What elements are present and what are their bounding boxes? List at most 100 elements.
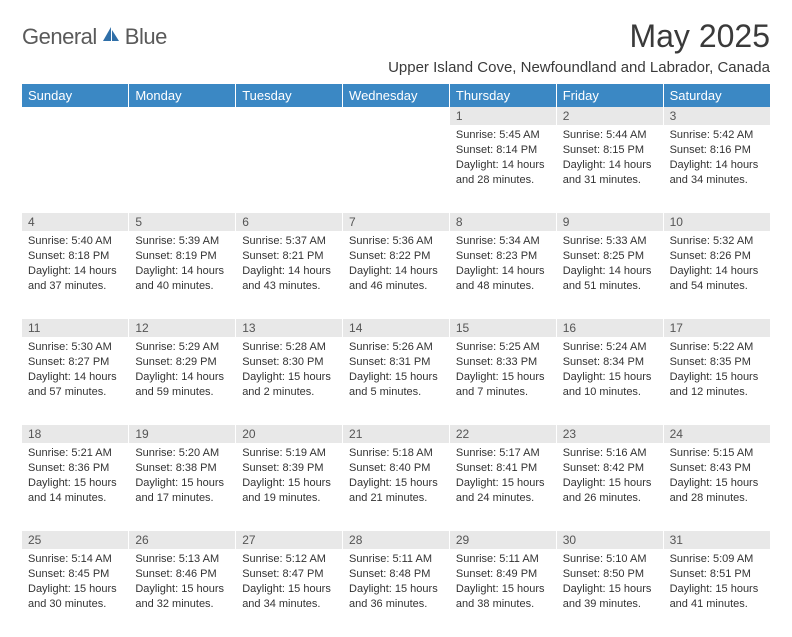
day-number-cell: 18 (22, 425, 129, 443)
title-block: May 2025 (629, 18, 770, 55)
daylight-line: Daylight: 15 hours and 30 minutes. (28, 582, 122, 612)
daylight-line: Daylight: 14 hours and 43 minutes. (242, 264, 336, 294)
sunset-line: Sunset: 8:31 PM (349, 355, 443, 370)
day-detail-cell: Sunrise: 5:32 AMSunset: 8:26 PMDaylight:… (663, 231, 770, 319)
daylight-line: Daylight: 15 hours and 36 minutes. (349, 582, 443, 612)
daylight-line: Daylight: 15 hours and 21 minutes. (349, 476, 443, 506)
day-number-cell: 31 (663, 531, 770, 549)
weekday-header: Thursday (449, 84, 556, 107)
location-subtitle: Upper Island Cove, Newfoundland and Labr… (22, 59, 770, 76)
day-detail-cell: Sunrise: 5:12 AMSunset: 8:47 PMDaylight:… (236, 549, 343, 637)
day-number-row: 45678910 (22, 213, 770, 231)
sunrise-line: Sunrise: 5:18 AM (349, 446, 443, 461)
sunset-line: Sunset: 8:33 PM (456, 355, 550, 370)
day-detail-cell: Sunrise: 5:37 AMSunset: 8:21 PMDaylight:… (236, 231, 343, 319)
sunrise-line: Sunrise: 5:40 AM (28, 234, 122, 249)
sunrise-line: Sunrise: 5:20 AM (135, 446, 229, 461)
day-detail-cell: Sunrise: 5:22 AMSunset: 8:35 PMDaylight:… (663, 337, 770, 425)
day-number-row: 11121314151617 (22, 319, 770, 337)
day-detail-cell: Sunrise: 5:11 AMSunset: 8:48 PMDaylight:… (343, 549, 450, 637)
sunrise-line: Sunrise: 5:26 AM (349, 340, 443, 355)
sunset-line: Sunset: 8:25 PM (563, 249, 657, 264)
sunrise-line: Sunrise: 5:29 AM (135, 340, 229, 355)
sunrise-line: Sunrise: 5:10 AM (563, 552, 657, 567)
day-detail-cell: Sunrise: 5:18 AMSunset: 8:40 PMDaylight:… (343, 443, 450, 531)
day-detail-cell: Sunrise: 5:13 AMSunset: 8:46 PMDaylight:… (129, 549, 236, 637)
weekday-header: Monday (129, 84, 236, 107)
daylight-line: Daylight: 14 hours and 40 minutes. (135, 264, 229, 294)
weekday-header: Tuesday (236, 84, 343, 107)
day-detail-cell: Sunrise: 5:25 AMSunset: 8:33 PMDaylight:… (449, 337, 556, 425)
day-detail-cell: Sunrise: 5:21 AMSunset: 8:36 PMDaylight:… (22, 443, 129, 531)
sunrise-line: Sunrise: 5:09 AM (670, 552, 764, 567)
daylight-line: Daylight: 14 hours and 31 minutes. (563, 158, 657, 188)
daylight-line: Daylight: 14 hours and 48 minutes. (456, 264, 550, 294)
day-number-cell: 29 (449, 531, 556, 549)
daylight-line: Daylight: 14 hours and 34 minutes. (670, 158, 764, 188)
day-detail-cell: Sunrise: 5:24 AMSunset: 8:34 PMDaylight:… (556, 337, 663, 425)
sunrise-line: Sunrise: 5:24 AM (563, 340, 657, 355)
sunset-line: Sunset: 8:23 PM (456, 249, 550, 264)
sunset-line: Sunset: 8:26 PM (670, 249, 764, 264)
day-number-cell: 28 (343, 531, 450, 549)
sunset-line: Sunset: 8:46 PM (135, 567, 229, 582)
daylight-line: Daylight: 15 hours and 2 minutes. (242, 370, 336, 400)
calendar-page: General Blue May 2025 Upper Island Cove,… (0, 0, 792, 637)
sunset-line: Sunset: 8:50 PM (563, 567, 657, 582)
sunset-line: Sunset: 8:34 PM (563, 355, 657, 370)
day-detail-cell: Sunrise: 5:40 AMSunset: 8:18 PMDaylight:… (22, 231, 129, 319)
daylight-line: Daylight: 15 hours and 19 minutes. (242, 476, 336, 506)
day-detail-cell: Sunrise: 5:42 AMSunset: 8:16 PMDaylight:… (663, 125, 770, 213)
day-detail-cell: Sunrise: 5:11 AMSunset: 8:49 PMDaylight:… (449, 549, 556, 637)
daylight-line: Daylight: 15 hours and 24 minutes. (456, 476, 550, 506)
sunrise-line: Sunrise: 5:25 AM (456, 340, 550, 355)
logo-word1: General (22, 24, 97, 50)
sunset-line: Sunset: 8:39 PM (242, 461, 336, 476)
day-detail-cell: Sunrise: 5:19 AMSunset: 8:39 PMDaylight:… (236, 443, 343, 531)
daylight-line: Daylight: 15 hours and 5 minutes. (349, 370, 443, 400)
day-number-cell: 23 (556, 425, 663, 443)
sunrise-line: Sunrise: 5:44 AM (563, 128, 657, 143)
day-number-cell (343, 107, 450, 125)
day-number-cell: 5 (129, 213, 236, 231)
daylight-line: Daylight: 15 hours and 17 minutes. (135, 476, 229, 506)
day-detail-cell: Sunrise: 5:44 AMSunset: 8:15 PMDaylight:… (556, 125, 663, 213)
logo-word2: Blue (125, 24, 167, 50)
daylight-line: Daylight: 14 hours and 59 minutes. (135, 370, 229, 400)
sunrise-line: Sunrise: 5:11 AM (456, 552, 550, 567)
sunset-line: Sunset: 8:30 PM (242, 355, 336, 370)
day-number-cell (236, 107, 343, 125)
sunrise-line: Sunrise: 5:16 AM (563, 446, 657, 461)
daylight-line: Daylight: 15 hours and 26 minutes. (563, 476, 657, 506)
sunrise-line: Sunrise: 5:14 AM (28, 552, 122, 567)
sunset-line: Sunset: 8:36 PM (28, 461, 122, 476)
day-number-cell: 14 (343, 319, 450, 337)
day-detail-cell: Sunrise: 5:28 AMSunset: 8:30 PMDaylight:… (236, 337, 343, 425)
daylight-line: Daylight: 14 hours and 57 minutes. (28, 370, 122, 400)
sunrise-line: Sunrise: 5:21 AM (28, 446, 122, 461)
day-number-cell: 1 (449, 107, 556, 125)
sunrise-line: Sunrise: 5:12 AM (242, 552, 336, 567)
day-number-cell: 16 (556, 319, 663, 337)
day-number-cell: 15 (449, 319, 556, 337)
daylight-line: Daylight: 15 hours and 28 minutes. (670, 476, 764, 506)
daylight-line: Daylight: 15 hours and 12 minutes. (670, 370, 764, 400)
sunset-line: Sunset: 8:45 PM (28, 567, 122, 582)
sunset-line: Sunset: 8:18 PM (28, 249, 122, 264)
sunset-line: Sunset: 8:15 PM (563, 143, 657, 158)
day-detail-cell: Sunrise: 5:14 AMSunset: 8:45 PMDaylight:… (22, 549, 129, 637)
day-number-cell: 12 (129, 319, 236, 337)
day-number-cell: 4 (22, 213, 129, 231)
day-number-cell: 27 (236, 531, 343, 549)
day-number-cell: 26 (129, 531, 236, 549)
day-number-row: 123 (22, 107, 770, 125)
sunset-line: Sunset: 8:48 PM (349, 567, 443, 582)
logo: General Blue (22, 18, 167, 50)
sunset-line: Sunset: 8:21 PM (242, 249, 336, 264)
daylight-line: Daylight: 15 hours and 32 minutes. (135, 582, 229, 612)
day-number-cell: 2 (556, 107, 663, 125)
sunrise-line: Sunrise: 5:42 AM (670, 128, 764, 143)
header-row: General Blue May 2025 (22, 18, 770, 55)
sunrise-line: Sunrise: 5:15 AM (670, 446, 764, 461)
day-number-row: 18192021222324 (22, 425, 770, 443)
